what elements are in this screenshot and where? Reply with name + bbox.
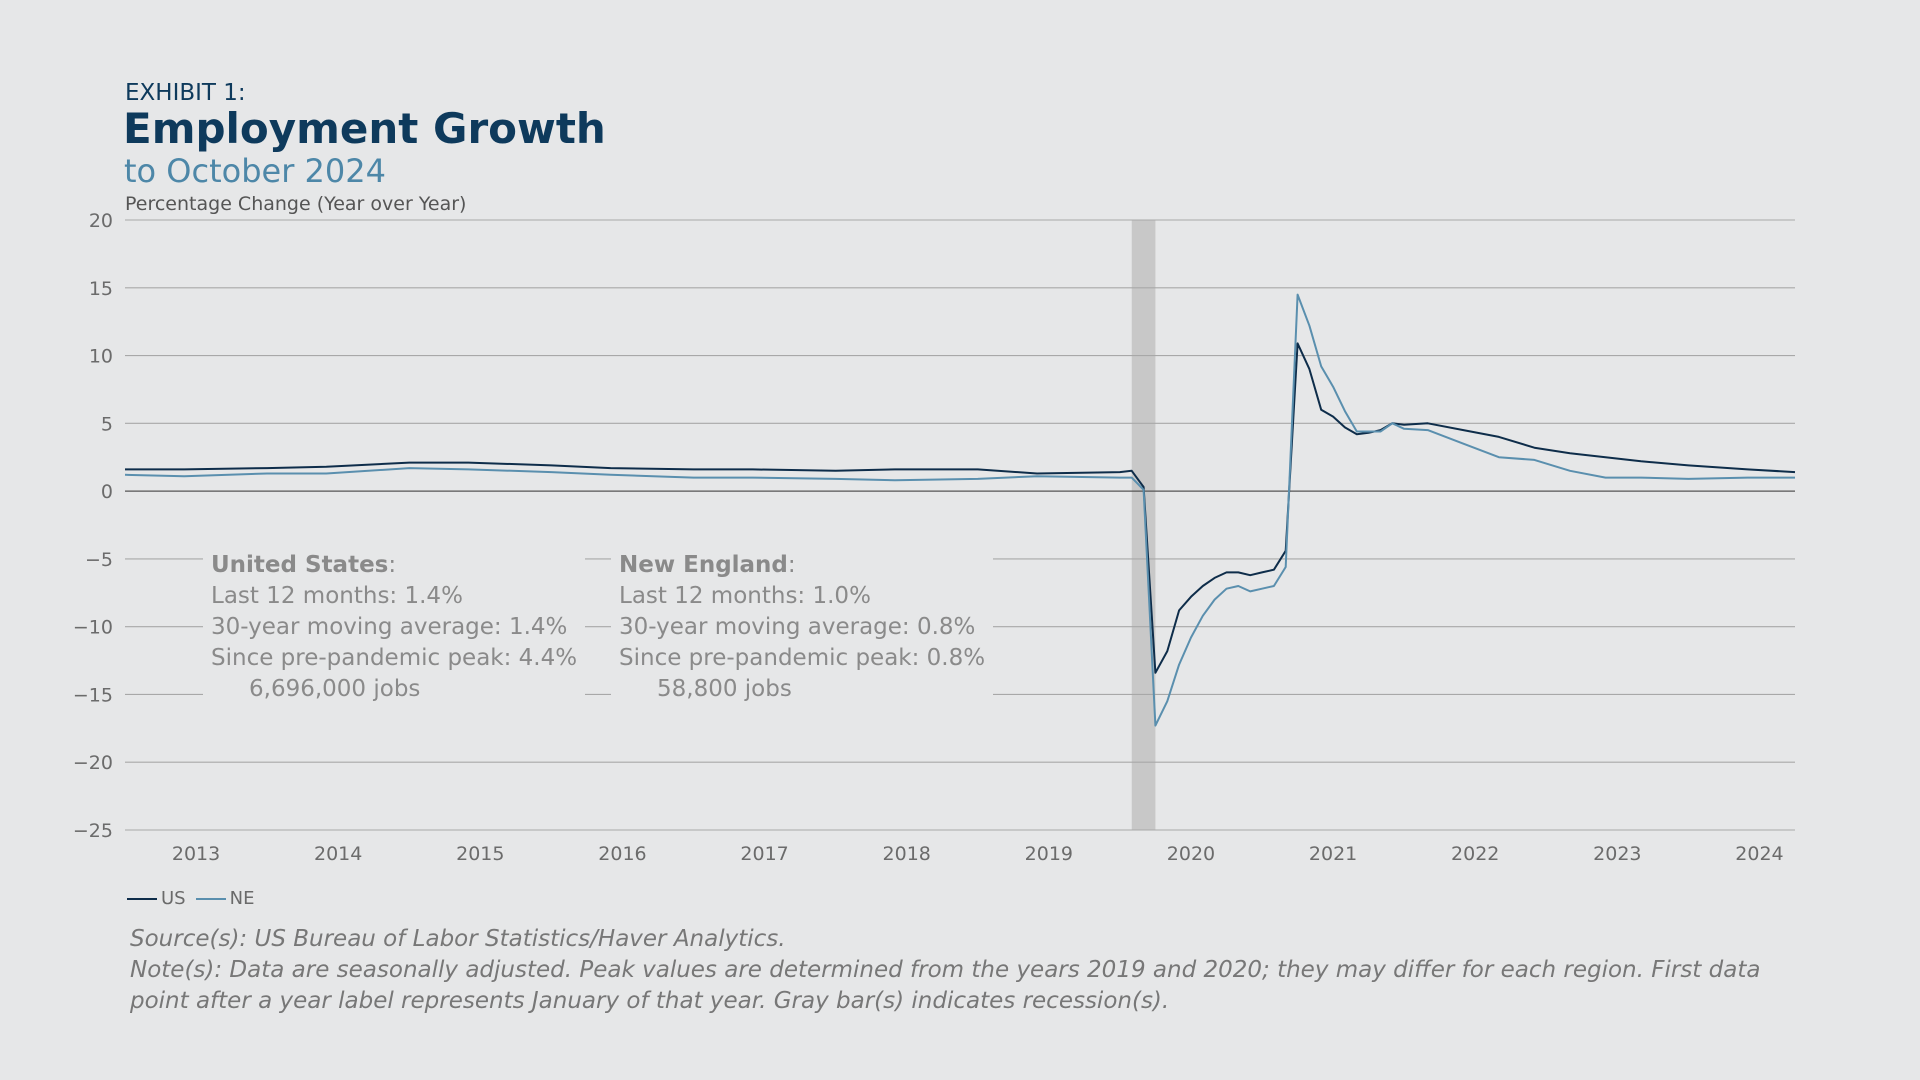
y-tick-label: −15 [73,684,113,706]
y-tick-label: −5 [85,549,113,571]
annotation-us-name: United States [211,552,389,578]
annotation-ne-jobs: 58,800 jobs [657,676,792,702]
annotation-us: United States: Last 12 months: 1.4% 30-y… [203,550,586,705]
x-tick-label: 2024 [1735,843,1783,865]
x-tick-label: 2019 [1025,843,1073,865]
annotation-us-jobs: 6,696,000 jobs [249,676,421,702]
source-note: Source(s): US Bureau of Labor Statistics… [130,926,786,952]
x-tick-label: 2013 [172,843,220,865]
annotation-ne: New England: Last 12 months: 1.0% 30-yea… [611,550,994,705]
legend: US NE [127,888,264,909]
legend-item-ne: NE [195,888,255,909]
annotation-ne-since-peak: Since pre-pandemic peak: 0.8% [619,645,986,671]
annotation-ne-name: New England [619,552,788,578]
x-tick-label: 2016 [598,843,646,865]
annotation-ne-avg30: 30-year moving average: 0.8% [619,614,976,640]
legend-swatch-us [127,897,157,900]
series-line-ne [124,293,1795,727]
footer: Source(s): US Bureau of Labor Statistics… [130,924,1770,1017]
legend-swatch-ne [195,897,226,900]
recession-bar [1131,220,1156,830]
x-tick-label: 2020 [1167,843,1215,865]
x-tick-label: 2017 [740,843,788,865]
x-tick-label: 2021 [1309,843,1357,865]
annotation-us-avg30: 30-year moving average: 1.4% [211,614,568,640]
chart-title: Employment Growth [123,104,606,153]
annotation-ne-colon: : [787,552,796,578]
annotation-us-last12: Last 12 months: 1.4% [211,583,463,609]
annotation-us-since-peak: Since pre-pandemic peak: 4.4% [211,645,578,671]
y-tick-label: −10 [73,617,113,639]
y-tick-label: 20 [89,210,113,232]
annotation-ne-last12: Last 12 months: 1.0% [619,583,871,609]
y-tick-label: 10 [89,346,113,368]
footnote: Note(s): Data are seasonally adjusted. P… [130,957,1761,1014]
x-tick-label: 2015 [456,843,504,865]
x-tick-label: 2014 [314,843,362,865]
x-tick-label: 2022 [1451,843,1499,865]
exhibit-label: EXHIBIT 1: [125,80,246,106]
legend-label-us: US [161,888,186,909]
y-tick-label: −25 [73,820,113,842]
y-tick-label: 0 [101,481,113,503]
chart-subtitle: to October 2024 [124,152,386,190]
y-axis-label: Percentage Change (Year over Year) [125,193,467,215]
annotation-us-colon: : [388,552,397,578]
x-tick-label: 2018 [883,843,931,865]
y-tick-label: −20 [73,752,113,774]
series-line-us [125,342,1796,674]
legend-item-us: US [127,888,186,909]
legend-label-ne: NE [229,888,255,909]
y-tick-label: 15 [89,278,113,300]
x-tick-label: 2023 [1593,843,1641,865]
y-tick-label: 5 [101,413,113,435]
